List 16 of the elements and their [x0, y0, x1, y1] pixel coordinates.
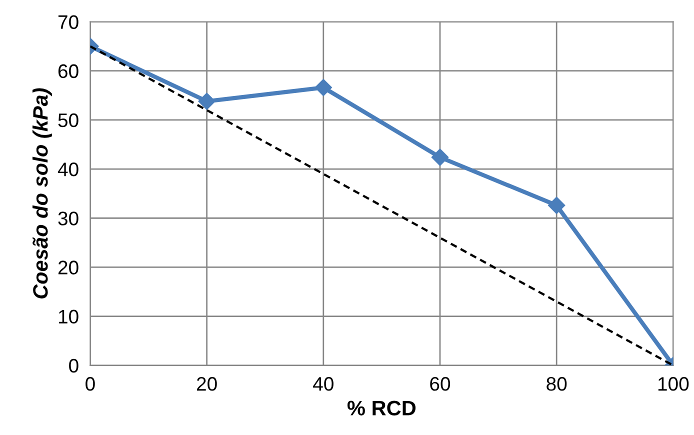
y-tick-label: 70 [58, 15, 78, 29]
x-tick-label: 0 [86, 377, 95, 391]
y-tick-label: 0 [69, 358, 78, 373]
y-tick-label: 60 [58, 64, 78, 78]
y-tick-label: 50 [58, 113, 78, 128]
x-tick-label: 20 [196, 377, 217, 391]
x-axis-title: % RCD [347, 400, 416, 416]
y-tick-label: 30 [58, 212, 78, 226]
x-tick-label: 40 [313, 377, 334, 391]
x-tick-label: 60 [430, 377, 450, 391]
y-tick-label: 20 [58, 260, 78, 274]
y-tick-label: 40 [58, 162, 78, 176]
x-tick-label: 100 [658, 377, 689, 391]
y-axis-title: Coesão do solo (kPa) [32, 88, 52, 298]
x-tick-label: 80 [546, 377, 567, 391]
y-tick-label: 10 [58, 310, 78, 324]
